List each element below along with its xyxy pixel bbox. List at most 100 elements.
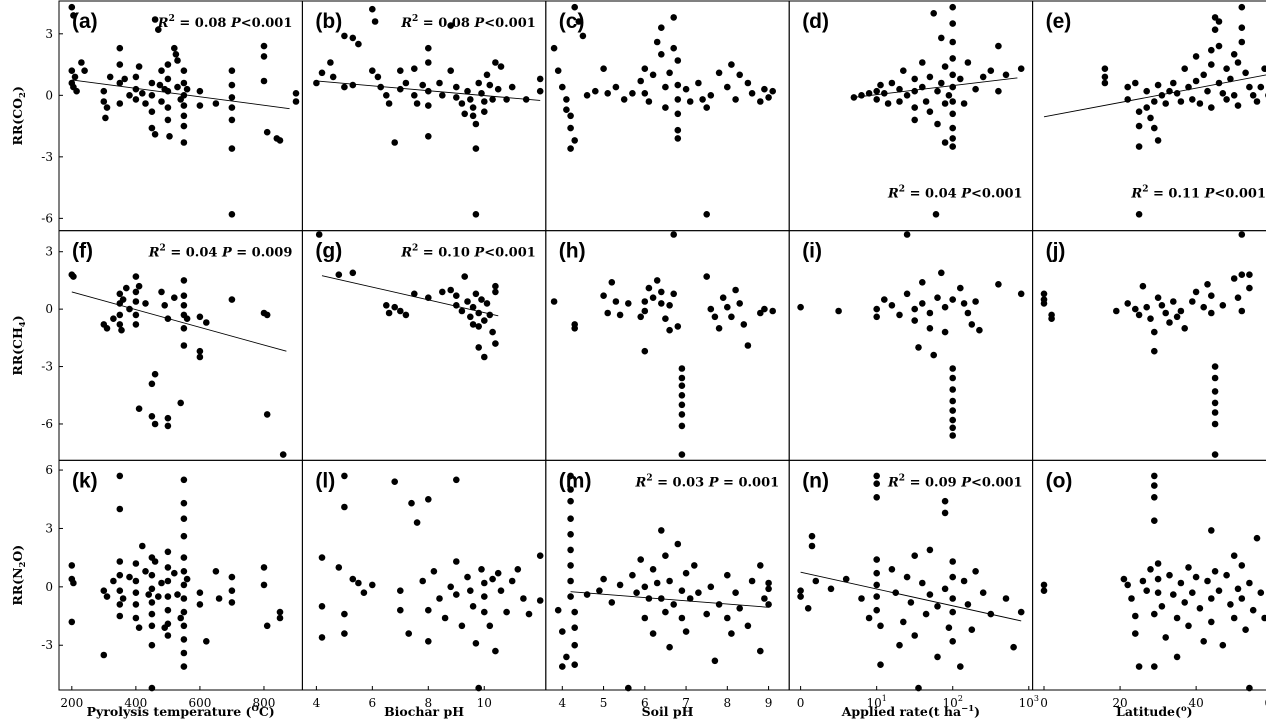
- data-point: [469, 321, 477, 328]
- panel-label: (m): [559, 469, 592, 492]
- data-point: [1177, 579, 1185, 587]
- data-point: [116, 311, 124, 319]
- data-point: [949, 608, 956, 616]
- data-point: [571, 608, 578, 616]
- data-point: [744, 79, 752, 87]
- data-point: [567, 145, 574, 152]
- x-axis-title-sup: −1: [961, 704, 974, 714]
- data-point: [930, 351, 937, 359]
- data-point: [174, 57, 181, 64]
- data-point: [318, 634, 326, 641]
- data-point: [926, 591, 934, 598]
- data-point: [425, 133, 432, 140]
- data-point: [161, 302, 168, 309]
- data-point: [164, 61, 172, 68]
- panel-frame: [545, 230, 790, 461]
- data-point: [1151, 124, 1158, 132]
- data-point: [148, 599, 156, 606]
- data-point: [391, 139, 399, 146]
- data-point: [888, 79, 896, 87]
- data-point: [678, 382, 686, 390]
- data-point: [497, 587, 505, 594]
- data-point: [441, 614, 449, 622]
- data-point: [276, 137, 284, 144]
- panel-b: (b) R2 = 0.08 P<0.001: [301, 0, 547, 232]
- data-point: [949, 3, 956, 11]
- data-point: [858, 595, 865, 602]
- data-point: [678, 422, 686, 430]
- stat-r2-exponent: 2: [169, 14, 175, 24]
- data-point: [1147, 315, 1154, 323]
- data-point: [934, 120, 941, 128]
- data-point: [1227, 601, 1234, 608]
- x-axis-title: Biochar pH: [384, 704, 464, 719]
- data-point: [748, 90, 756, 97]
- data-point: [1238, 24, 1246, 32]
- data-point: [349, 81, 357, 89]
- data-point: [715, 69, 723, 77]
- data-point: [180, 67, 188, 74]
- x-axis-title-main: Latitude(: [1116, 704, 1181, 719]
- data-point: [1154, 137, 1162, 144]
- panel-label: (n): [802, 469, 829, 492]
- panel-label: (c): [559, 10, 585, 33]
- data-point: [949, 83, 956, 91]
- stat-annotation: R2 = 0.04 P<0.001: [887, 185, 1023, 202]
- data-point: [70, 273, 77, 280]
- stat-annotation: R2 = 0.03 P = 0.001: [635, 473, 780, 490]
- data-point: [135, 405, 143, 413]
- data-point: [142, 100, 149, 107]
- data-point: [1162, 309, 1169, 317]
- y-tick-label: -3: [41, 360, 53, 374]
- data-point: [567, 562, 574, 569]
- stat-annotation: R2 = 0.10 P<0.001: [400, 244, 536, 261]
- data-point: [662, 104, 669, 111]
- data-point: [896, 85, 903, 93]
- data-point: [662, 552, 669, 559]
- stat-r2-value: = 0.04: [905, 187, 961, 202]
- stat-r2-symbol: R: [887, 187, 899, 202]
- data-point: [678, 451, 686, 458]
- data-point: [842, 575, 850, 583]
- data-point: [949, 20, 956, 27]
- data-point: [567, 546, 574, 554]
- data-point: [78, 59, 85, 66]
- data-point: [458, 307, 466, 315]
- data-point: [600, 65, 607, 72]
- data-point: [827, 585, 835, 593]
- x-tick-label: 7: [682, 696, 690, 710]
- data-point: [707, 583, 715, 591]
- data-point: [1139, 282, 1147, 290]
- data-point: [126, 92, 133, 99]
- data-point: [1208, 46, 1215, 54]
- data-point: [987, 67, 995, 74]
- panel-label: (k): [72, 469, 98, 492]
- data-point: [938, 34, 945, 42]
- data-point: [957, 663, 964, 670]
- data-point: [972, 298, 979, 305]
- data-point: [383, 302, 390, 309]
- data-point: [670, 14, 677, 21]
- data-point: [765, 94, 772, 101]
- data-point: [645, 595, 653, 602]
- data-point: [907, 599, 915, 606]
- data-point: [641, 347, 649, 355]
- panel-label: (f): [72, 240, 93, 263]
- data-point: [196, 601, 204, 608]
- data-point: [1204, 577, 1211, 585]
- stat-p-value: = 0.009: [232, 246, 293, 261]
- data-point: [1238, 307, 1246, 315]
- data-point: [724, 83, 731, 91]
- data-point: [641, 298, 649, 305]
- data-point: [625, 300, 632, 307]
- data-point: [995, 42, 1002, 50]
- data-point: [164, 87, 172, 95]
- data-point: [453, 292, 460, 300]
- data-point: [151, 420, 159, 428]
- data-point: [1154, 81, 1162, 89]
- data-point: [100, 587, 108, 594]
- data-point: [926, 309, 934, 317]
- data-point: [391, 303, 399, 311]
- data-point: [703, 273, 710, 280]
- data-point: [964, 601, 972, 608]
